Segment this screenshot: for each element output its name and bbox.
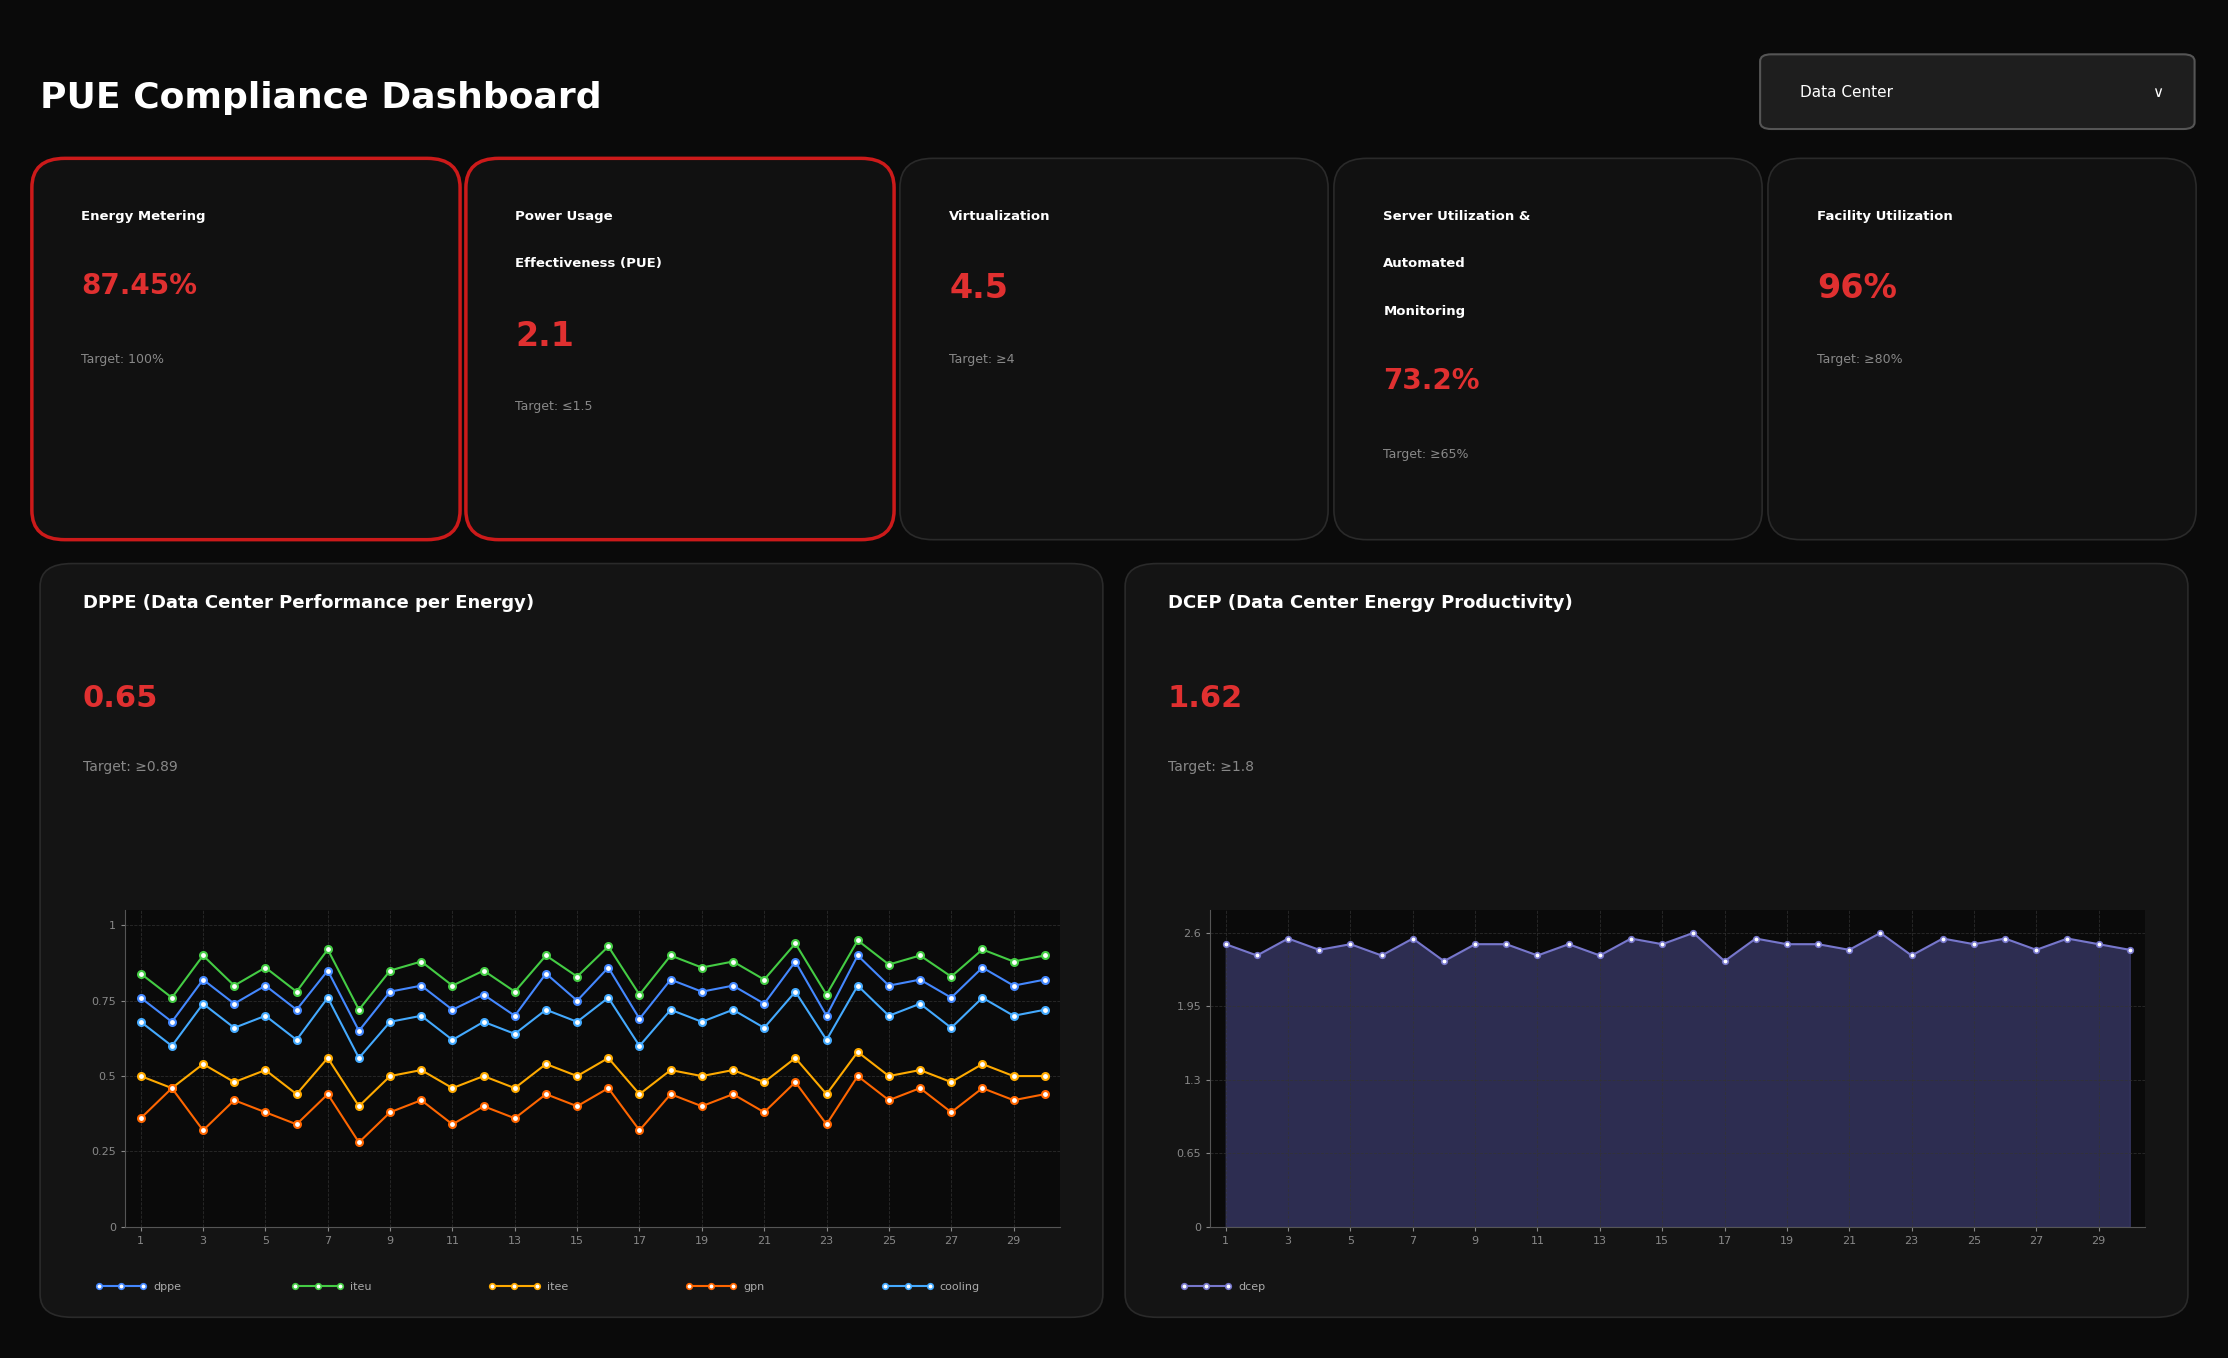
Text: Energy Metering: Energy Metering — [80, 209, 205, 223]
Text: itee: itee — [546, 1282, 568, 1291]
Text: 0.65: 0.65 — [82, 684, 158, 713]
Text: Server Utilization &: Server Utilization & — [1384, 209, 1531, 223]
FancyBboxPatch shape — [1125, 564, 2188, 1317]
Text: Target: 100%: Target: 100% — [80, 353, 165, 365]
Text: 2.1: 2.1 — [515, 319, 575, 353]
Text: DPPE (Data Center Performance per Energy): DPPE (Data Center Performance per Energy… — [82, 593, 535, 611]
Text: 87.45%: 87.45% — [80, 272, 198, 300]
FancyBboxPatch shape — [1335, 159, 1762, 539]
FancyBboxPatch shape — [900, 159, 1328, 539]
Text: iteu: iteu — [350, 1282, 372, 1291]
Text: Target: ≥4: Target: ≥4 — [949, 353, 1014, 365]
Text: 73.2%: 73.2% — [1384, 367, 1479, 395]
Text: dcep: dcep — [1239, 1282, 1266, 1291]
FancyBboxPatch shape — [466, 159, 893, 539]
FancyBboxPatch shape — [1769, 159, 2197, 539]
Text: 4.5: 4.5 — [949, 272, 1009, 306]
Text: Power Usage: Power Usage — [515, 209, 613, 223]
FancyBboxPatch shape — [40, 564, 1103, 1317]
Text: dppe: dppe — [154, 1282, 180, 1291]
Text: cooling: cooling — [940, 1282, 980, 1291]
Text: 96%: 96% — [1818, 272, 1898, 306]
Text: Target: ≤1.5: Target: ≤1.5 — [515, 401, 593, 413]
Text: Virtualization: Virtualization — [949, 209, 1052, 223]
Text: 1.62: 1.62 — [1167, 684, 1243, 713]
Text: DCEP (Data Center Energy Productivity): DCEP (Data Center Energy Productivity) — [1167, 593, 1573, 611]
FancyBboxPatch shape — [1760, 54, 2195, 129]
Text: Automated: Automated — [1384, 257, 1466, 270]
Text: PUE Compliance Dashboard: PUE Compliance Dashboard — [40, 81, 602, 115]
Text: Target: ≥80%: Target: ≥80% — [1818, 353, 1903, 365]
Text: Data Center: Data Center — [1800, 84, 1894, 100]
Text: Target: ≥1.8: Target: ≥1.8 — [1167, 759, 1254, 774]
Text: Target: ≥65%: Target: ≥65% — [1384, 448, 1468, 460]
Text: Facility Utilization: Facility Utilization — [1818, 209, 1954, 223]
FancyBboxPatch shape — [31, 159, 459, 539]
Text: Monitoring: Monitoring — [1384, 306, 1466, 318]
Text: Effectiveness (PUE): Effectiveness (PUE) — [515, 257, 662, 270]
Text: Target: ≥0.89: Target: ≥0.89 — [82, 759, 178, 774]
Text: ∨: ∨ — [2152, 84, 2163, 100]
Text: gpn: gpn — [744, 1282, 764, 1291]
